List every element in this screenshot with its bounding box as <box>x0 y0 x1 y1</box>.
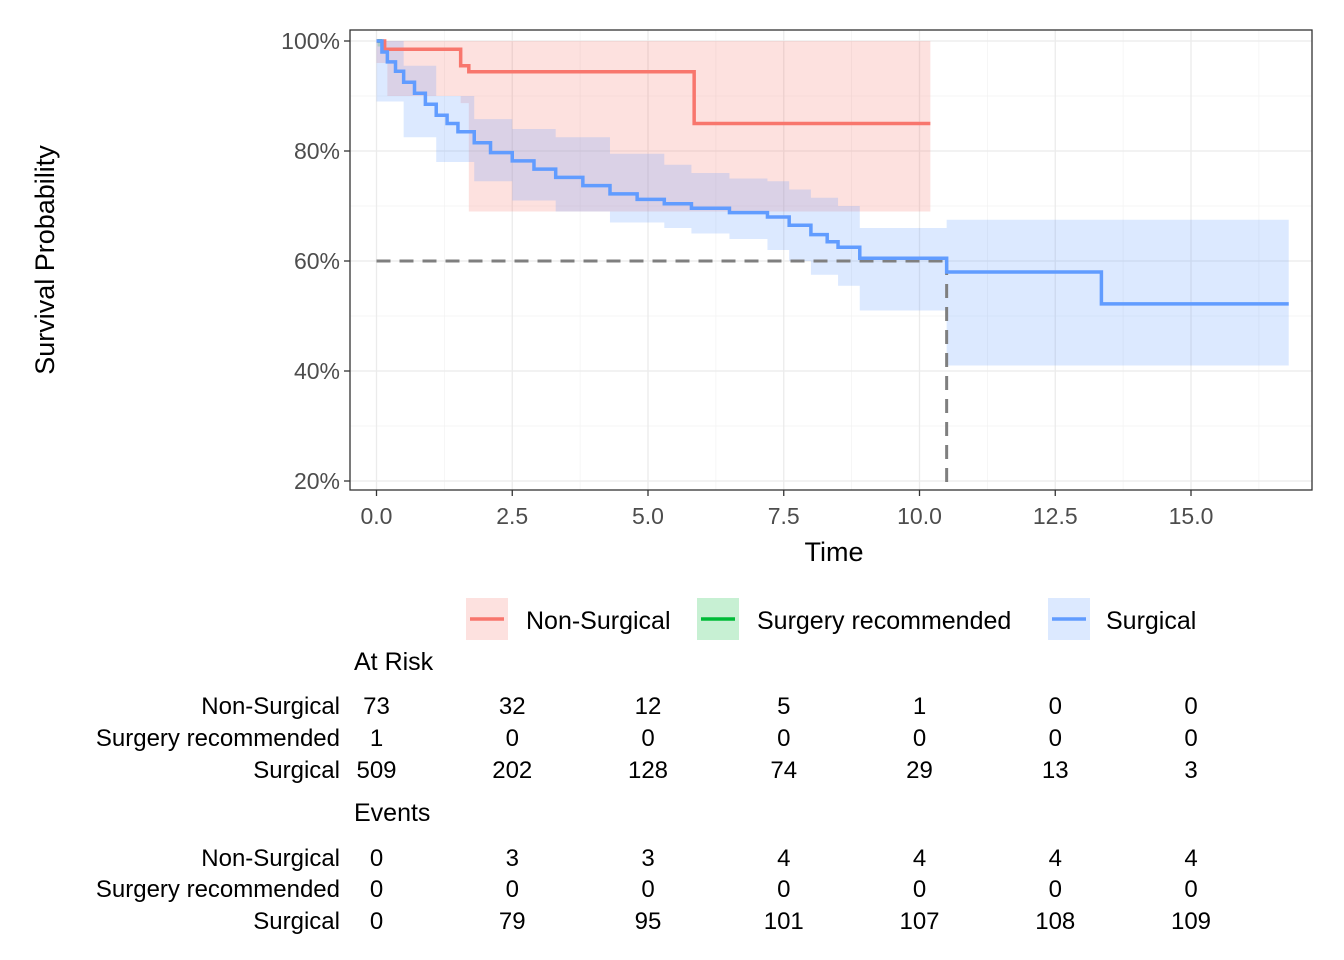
risk-table: At Risk Events Non-Surgical Non-Surgical 73 3… <box>96 648 1211 935</box>
at-risk-cell: 509 <box>356 757 396 784</box>
at-risk-cell: 128 <box>628 757 668 784</box>
at-risk-row-label: Surgery recommended <box>96 725 340 752</box>
at-risk-cell: 0 <box>1184 693 1197 720</box>
confidence-bands <box>376 41 1289 366</box>
legend-label-non-surgical: Non-Surgical <box>526 607 671 635</box>
ci-band-surgical <box>376 41 1289 366</box>
events-cell: 4 <box>1184 845 1197 872</box>
events-cell: 79 <box>499 908 526 935</box>
at-risk-cell: 74 <box>770 757 797 784</box>
at-risk-cell: 73 <box>363 693 390 720</box>
at-risk-cell: 0 <box>913 725 926 752</box>
y-tick-label: 20% <box>294 468 340 494</box>
at-risk-cell: 32 <box>499 693 526 720</box>
legend: Non-Surgical Surgery recommended Surgical <box>466 598 1196 640</box>
events-cell: 0 <box>1184 876 1197 903</box>
events-cell: 95 <box>635 908 662 935</box>
curve-surgical <box>376 39 1289 306</box>
events-cell: 101 <box>764 908 804 935</box>
x-tick-label: 0.0 <box>361 503 393 529</box>
events-row-label: Non-Surgical <box>201 845 340 872</box>
x-tick-label: 5.0 <box>632 503 664 529</box>
events-cell: 0 <box>777 876 790 903</box>
at-risk-cell: 0 <box>1184 725 1197 752</box>
legend-label-surgery-recommended: Surgery recommended <box>757 607 1011 635</box>
events-cell: 4 <box>777 845 790 872</box>
events-cell: 3 <box>641 845 654 872</box>
y-tick-label: 80% <box>294 138 340 164</box>
events-cell: 0 <box>370 845 383 872</box>
panel-border <box>349 29 1313 491</box>
at-risk-title: At Risk <box>354 648 434 676</box>
x-tick-label: 12.5 <box>1033 503 1078 529</box>
curve-non-surgical <box>376 39 931 126</box>
y-tick-label: 60% <box>294 248 340 274</box>
at-risk-row-label: Surgical <box>253 757 340 784</box>
survival-curves <box>376 39 1289 306</box>
y-tick-label: 100% <box>281 28 340 54</box>
legend-label-surgical: Surgical <box>1106 607 1196 635</box>
x-axis-title: Time <box>805 537 864 567</box>
at-risk-cell: 1 <box>913 693 926 720</box>
at-risk-cell: 3 <box>1184 757 1197 784</box>
events-cell: 0 <box>370 876 383 903</box>
x-axis: 0.0 2.5 5.0 7.5 10.0 12.5 15.0 <box>361 490 1214 529</box>
x-tick-label: 10.0 <box>897 503 942 529</box>
x-tick-label: 15.0 <box>1169 503 1214 529</box>
at-risk-cell: 12 <box>635 693 662 720</box>
median-reference-lines <box>376 259 949 490</box>
at-risk-cell: 5 <box>777 693 790 720</box>
events-row-label: Surgical <box>253 908 340 935</box>
events-cell: 0 <box>913 876 926 903</box>
y-axis-title: Survival Probability <box>30 145 60 375</box>
at-risk-cell: 1 <box>370 725 383 752</box>
x-tick-label: 7.5 <box>768 503 800 529</box>
y-tick-label: 40% <box>294 358 340 384</box>
y-axis: 20% 40% 60% 80% 100% <box>281 28 350 494</box>
events-cell: 0 <box>506 876 519 903</box>
events-cell: 4 <box>913 845 926 872</box>
events-cell: 4 <box>1049 845 1062 872</box>
at-risk-cell: 29 <box>906 757 933 784</box>
events-cell: 0 <box>641 876 654 903</box>
at-risk-cell: 0 <box>506 725 519 752</box>
grid-major <box>350 30 1312 490</box>
at-risk-cell: 0 <box>641 725 654 752</box>
at-risk-cell: 0 <box>1049 725 1062 752</box>
events-cell: 107 <box>899 908 939 935</box>
events-cell: 3 <box>506 845 519 872</box>
events-cell: 108 <box>1035 908 1075 935</box>
at-risk-cell: 0 <box>1049 693 1062 720</box>
events-title: Events <box>354 799 430 827</box>
at-risk-row-label: Non-Surgical <box>201 693 340 720</box>
at-risk-cell: 202 <box>492 757 532 784</box>
events-row-label: Surgery recommended <box>96 876 340 903</box>
events-cell: 0 <box>1049 876 1062 903</box>
x-tick-label: 2.5 <box>496 503 528 529</box>
at-risk-cell: 13 <box>1042 757 1069 784</box>
at-risk-cell: 0 <box>777 725 790 752</box>
events-cell: 109 <box>1171 908 1211 935</box>
grid-minor <box>350 30 1312 490</box>
ci-band-non-surgical <box>376 41 931 212</box>
events-cell: 0 <box>370 908 383 935</box>
